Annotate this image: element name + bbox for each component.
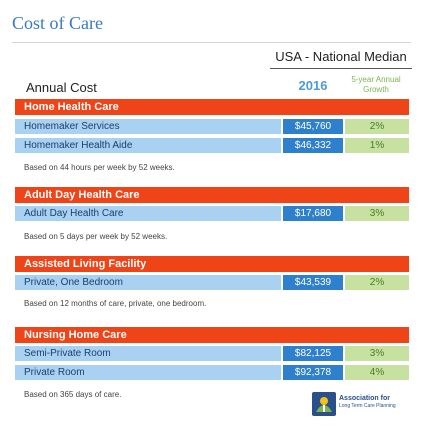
row-growth: 3% [345, 346, 409, 362]
row-value: $17,680 [283, 206, 343, 222]
row-label: Semi-Private Room [15, 346, 281, 362]
table-row: Adult Day Health Care $17,680 3% [15, 206, 409, 222]
row-value: $43,539 [283, 275, 343, 291]
table-row: Homemaker Health Aide $46,332 1% [15, 138, 409, 154]
annual-cost-label: Annual Cost [26, 80, 97, 95]
row-label: Homemaker Services [15, 119, 281, 135]
row-value: $45,760 [283, 119, 343, 135]
table-row: Private Room $92,378 4% [15, 365, 409, 381]
row-label: Homemaker Health Aide [15, 138, 281, 154]
region-underline [270, 68, 412, 69]
section-note: Based on 44 hours per week by 52 weeks. [24, 163, 175, 172]
row-value: $92,378 [283, 365, 343, 381]
table-row: Semi-Private Room $82,125 3% [15, 346, 409, 362]
row-growth: 4% [345, 365, 409, 381]
section-header-nursing-home-care: Nursing Home Care [15, 327, 409, 343]
section-note: Based on 12 months of care, private, one… [24, 299, 207, 308]
row-growth: 1% [345, 138, 409, 154]
row-growth: 2% [345, 275, 409, 291]
row-label: Private, One Bedroom [15, 275, 281, 291]
growth-header-line2: Growth [363, 85, 389, 94]
section-note: Based on 5 days per week by 52 weeks. [24, 232, 168, 241]
title-divider [12, 42, 411, 43]
section-header-home-health-care: Home Health Care [15, 99, 409, 115]
region-title: USA - National Median [275, 49, 407, 64]
table-row: Homemaker Services $45,760 2% [15, 119, 409, 135]
logo-text-line2: Long Term Care Planning [339, 403, 396, 409]
tree-logo-icon [312, 392, 336, 416]
year-column-header: 2016 [298, 78, 328, 93]
logo-text-line1: Association for [339, 395, 390, 402]
growth-header-line1: 5-year Annual [351, 75, 401, 84]
row-value: $82,125 [283, 346, 343, 362]
row-label: Adult Day Health Care [15, 206, 281, 222]
row-label: Private Room [15, 365, 281, 381]
page-title: Cost of Care [12, 13, 103, 33]
association-logo: Association for Long Term Care Planning [312, 392, 412, 418]
row-growth: 2% [345, 119, 409, 135]
section-header-assisted-living-facility: Assisted Living Facility [15, 256, 409, 272]
section-note: Based on 365 days of care. [24, 390, 122, 399]
table-row: Private, One Bedroom $43,539 2% [15, 275, 409, 291]
section-header-adult-day-health-care: Adult Day Health Care [15, 187, 409, 203]
growth-column-header: 5-year Annual Growth [343, 75, 409, 95]
row-growth: 3% [345, 206, 409, 222]
row-value: $46,332 [283, 138, 343, 154]
